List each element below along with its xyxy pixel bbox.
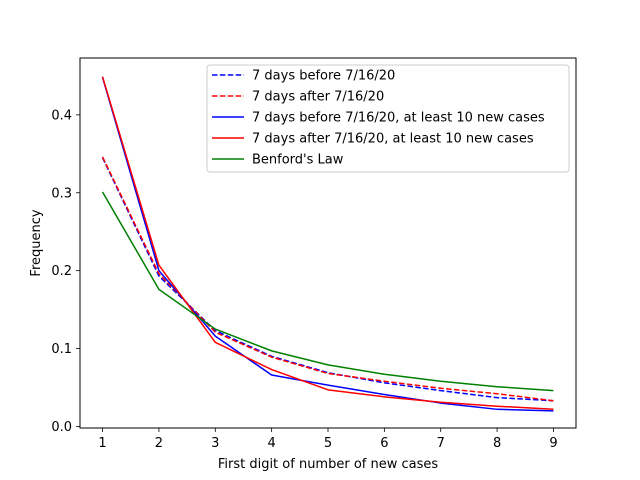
legend-label-4: 7 days after 7/16/20, at least 10 new ca…	[252, 132, 534, 147]
series-line-1	[101, 157, 554, 402]
x-tick-label: 6	[380, 436, 388, 451]
x-tick-label: 4	[267, 436, 275, 451]
y-tick-label: 0.2	[51, 264, 72, 279]
x-axis-ticks: 1 2 3 4 5 6 7 8 9	[98, 428, 558, 451]
x-tick-label: 9	[549, 436, 557, 451]
x-tick-label: 7	[437, 436, 445, 451]
legend-label-5: Benford's Law	[252, 153, 344, 168]
x-tick-label: 2	[155, 436, 163, 451]
x-tick-label: 3	[211, 436, 219, 451]
y-tick-label: 0.4	[51, 108, 72, 123]
legend-label-1: 7 days before 7/16/20	[252, 69, 395, 84]
y-axis-ticks: 0.0 0.1 0.2 0.3 0.4	[51, 108, 80, 435]
series-line-3	[101, 77, 554, 412]
series-line-4	[101, 76, 554, 411]
x-tick-label: 5	[324, 436, 332, 451]
legend-label-3: 7 days before 7/16/20, at least 10 new c…	[252, 111, 545, 126]
x-tick-label: 8	[493, 436, 501, 451]
legend: 7 days before 7/16/20 7 days after 7/16/2…	[206, 64, 570, 173]
x-axis-label: First digit of number of new cases	[218, 457, 439, 472]
series-line-2	[101, 156, 554, 402]
y-tick-label: 0.1	[51, 342, 72, 357]
y-tick-label: 0.0	[51, 420, 72, 435]
y-tick-label: 0.3	[51, 186, 72, 201]
legend-label-2: 7 days after 7/16/20	[252, 90, 384, 105]
series-line-5	[101, 191, 554, 392]
series-layer	[101, 76, 554, 412]
x-tick-label: 1	[98, 436, 106, 451]
legend-frame	[206, 64, 570, 173]
y-axis-label: Frequency	[29, 209, 44, 276]
